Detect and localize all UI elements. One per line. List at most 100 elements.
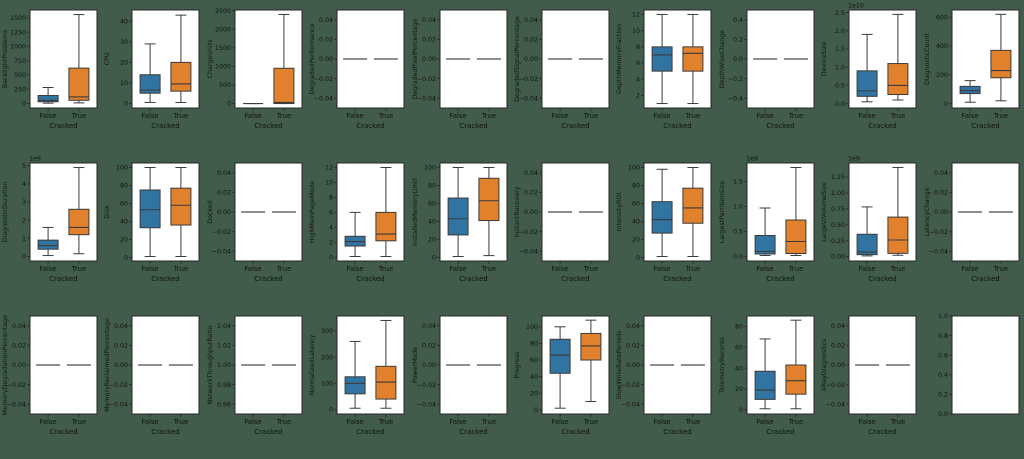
box-true (990, 13, 1012, 102)
x-tick-label: False (756, 112, 773, 120)
y-tick-label: 0.02 (422, 343, 436, 350)
x-axis-label: Cracked (971, 275, 999, 283)
y-tick-label: 0 (329, 407, 333, 414)
x-axis-label: Cracked (664, 428, 692, 436)
y-tick-label: −0.02 (7, 382, 26, 389)
x-axis-label: Cracked (664, 122, 692, 130)
x-tick-label: False (449, 112, 466, 120)
y-tick-label: 0.00 (319, 56, 333, 63)
subplot-svg: 0.04 0.02 0.00 −0.02 −0.04 XRayDiagnostics Fal… (821, 315, 917, 436)
y-tick-label: 40 (120, 18, 128, 25)
y-tick-label: 0.04 (524, 17, 538, 24)
y-tick-label: 0.5 (733, 229, 743, 236)
y-tick-label: 1.5 (733, 179, 743, 186)
y-axis-label: DiagnosticDuration (2, 182, 9, 243)
x-axis-label: Cracked (152, 275, 180, 283)
box-false (959, 80, 981, 103)
x-tick-label: False (859, 418, 876, 426)
y-tick-label: 1000 (215, 64, 231, 71)
y-axis-label: Progress (514, 352, 521, 379)
y-tick-label: −0.02 (109, 382, 128, 389)
x-tick-label: True (378, 265, 393, 273)
iqr-box (273, 67, 295, 105)
subplot-svg: 0.04 0.02 0.00 −0.02 −0.04 Docked False True Cra… (207, 162, 303, 283)
y-tick-label: 0.04 (217, 170, 231, 177)
x-tick-label: False (142, 418, 159, 426)
box-true (785, 167, 807, 256)
box-false (37, 226, 59, 257)
y-tick-label: 2500 (215, 8, 231, 15)
y-tick-label: 0.00 (422, 362, 436, 369)
y-tick-label: 60 (428, 201, 436, 208)
y-tick-label: 0.6 (938, 352, 948, 359)
x-axis-label: Cracked (254, 275, 282, 283)
subplot-DeviceSize: 0.0 0.5 1.0 1.5 2.0 2.5 1e10 DeviceSize False Tru… (819, 0, 921, 153)
y-tick-label: 100 (321, 381, 333, 388)
x-tick-label: False (654, 112, 671, 120)
subplot-SlowWriteRatePeriods: 0.04 0.02 0.00 −0.02 −0.04 SlowWriteRatePerio… (614, 306, 716, 459)
y-tick-label: −0.04 (519, 95, 538, 102)
x-tick-label: True (480, 265, 495, 273)
box-false (344, 211, 366, 258)
x-tick-label: False (961, 265, 978, 273)
y-axis-label: LatencyChange (924, 187, 931, 236)
subplot-HighMemPageMode: 0 2 4 6 8 10 12 HighMemPageMode False True Cracked (307, 153, 409, 306)
subplot-TelemetryRecords: 0 20 40 60 80 TelemetryRecords False True Cracke… (717, 306, 819, 459)
subplot-svg: 0 20 40 60 80 TelemetryRecords False True Cracke… (719, 315, 815, 436)
y-tick-label: 40 (632, 219, 640, 226)
y-tick-label: 1.04 (217, 323, 231, 330)
iqr-box (682, 46, 704, 72)
y-tick-label: 0.04 (12, 323, 26, 330)
iqr-box (375, 365, 397, 400)
box-true (580, 319, 602, 403)
subplot-CPU: 0 10 20 30 40 CPU False True Cracked (102, 0, 204, 153)
x-axis-label: Cracked (561, 275, 589, 283)
x-axis-label: Cracked (254, 122, 282, 130)
x-tick-label: True (71, 418, 86, 426)
subplot-svg: 0.04 0.02 0.00 −0.02 −0.04MemoryDegradationP… (2, 315, 98, 436)
subplot-Progress: 0 20 40 60 80 100 Progress False True Cracked (512, 306, 614, 459)
y-tick-label: 300 (321, 328, 333, 335)
x-tick-label: False (449, 418, 466, 426)
y-tick-label: 0 (329, 254, 333, 261)
x-tick-label: True (378, 112, 393, 120)
x-axis-label: Cracked (49, 275, 77, 283)
y-tick-label: 80 (735, 324, 743, 331)
box-true (68, 14, 90, 104)
iqr-box (37, 239, 59, 250)
subplot-svg: 0 20 40 60 80 100 IntensityROI False True Cracked (616, 162, 712, 283)
y-tick-label: 2.5 (835, 10, 845, 17)
subplot-svg: 0 20 40 60 80 100 Progress False True Cracked (514, 315, 610, 436)
x-axis-label: Cracked (459, 122, 487, 130)
subplot-svg: 0.04 0.02 0.00 −0.02 −0.04 InstantRecovery Fal… (514, 162, 610, 283)
box-true (785, 319, 807, 410)
y-tick-label: 0 (227, 101, 231, 108)
x-tick-label: True (275, 265, 290, 273)
y-tick-label: 2 (329, 239, 333, 246)
subplot-svg: 0.04 0.02 0.00 −0.02 −0.04MemoryReclaimedPer… (104, 315, 200, 436)
y-tick-label: 60 (735, 344, 743, 351)
y-tick-label: −0.02 (416, 76, 435, 83)
y-tick-label: 80 (632, 183, 640, 190)
y-axis-label: DepthWiseChange (719, 30, 726, 88)
iqr-box (887, 216, 909, 254)
y-axis-label: CPU (104, 52, 111, 65)
iqr-box (856, 70, 878, 97)
x-tick-label: False (347, 265, 364, 273)
y-tick-label: 30 (120, 39, 128, 46)
x-tick-label: False (244, 265, 261, 273)
y-tick-label: −0.02 (928, 229, 947, 236)
x-axis-label: Cracked (664, 275, 692, 283)
y-axis-label: DeviceSize (821, 42, 828, 77)
subplot-svg: 0 100 200 300 NormalizedLatency False True Crac… (309, 315, 405, 436)
y-tick-label: 2000 (215, 27, 231, 34)
iqr-box (37, 94, 59, 103)
box-false (549, 326, 571, 409)
y-axis-label: HighMemPageMode (309, 181, 316, 243)
y-tick-label: 0.02 (934, 190, 948, 197)
y-tick-label: 40 (120, 219, 128, 226)
iqr-box (990, 49, 1012, 79)
x-tick-label: True (787, 265, 802, 273)
